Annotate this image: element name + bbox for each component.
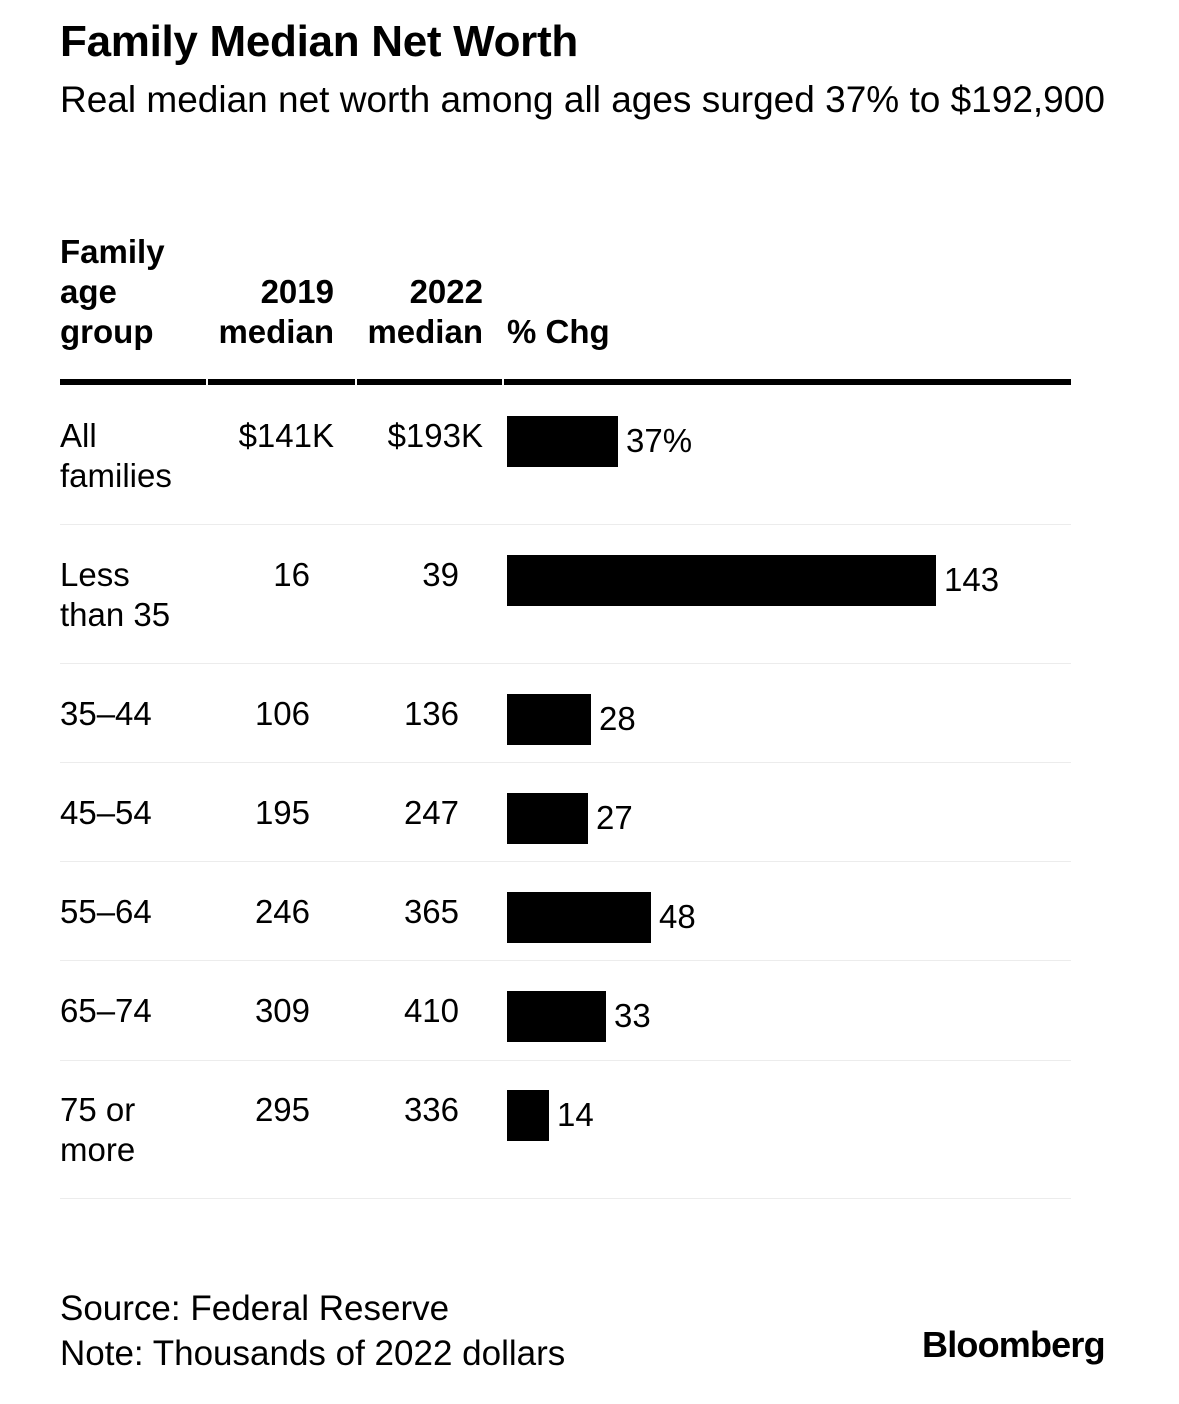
median-2019-value: 106 bbox=[254, 695, 310, 732]
pct-change-bar bbox=[507, 1090, 549, 1141]
row-divider bbox=[60, 861, 1071, 862]
row-divider bbox=[60, 663, 1071, 664]
median-2019-value: 16 bbox=[273, 556, 310, 593]
pct-change-bar bbox=[507, 555, 936, 606]
chart-subtitle: Real median net worth among all ages sur… bbox=[60, 79, 1105, 120]
age-group-label: All families bbox=[60, 417, 172, 494]
age-group-label: Less than 35 bbox=[60, 556, 171, 633]
median-2022-value: $193K bbox=[387, 417, 483, 454]
pct-change-bar bbox=[507, 793, 588, 844]
bloomberg-logo: Bloomberg bbox=[922, 1324, 1106, 1365]
pct-change-label: 14 bbox=[557, 1096, 594, 1133]
age-group-label: 75 or more bbox=[60, 1091, 136, 1168]
median-2019-value: 246 bbox=[254, 893, 310, 930]
pct-change-label: 37% bbox=[626, 422, 693, 459]
median-2019-value: 309 bbox=[254, 992, 310, 1029]
source-note: Source: Federal Reserve bbox=[60, 1289, 450, 1328]
median-2022-value: 410 bbox=[403, 992, 459, 1029]
header-rule bbox=[60, 379, 1071, 385]
pct-change-bar bbox=[507, 991, 606, 1042]
pct-change-bar bbox=[507, 892, 651, 943]
median-2022-value: 39 bbox=[422, 556, 459, 593]
age-group-label: 55–64 bbox=[60, 893, 152, 930]
header-rule-gap bbox=[355, 379, 357, 385]
column-header-age-group: Family age group bbox=[60, 233, 165, 350]
row-divider bbox=[60, 1060, 1071, 1061]
pct-change-bar bbox=[507, 694, 591, 745]
median-2019-value: 295 bbox=[254, 1091, 310, 1128]
median-2019-value: $141K bbox=[238, 417, 334, 454]
age-group-label: 35–44 bbox=[60, 695, 152, 732]
header-rule-gap bbox=[502, 379, 504, 385]
median-2022-value: 247 bbox=[403, 794, 459, 831]
median-2022-value: 136 bbox=[403, 695, 459, 732]
median-2019-value: 195 bbox=[254, 794, 310, 831]
median-2022-value: 336 bbox=[403, 1091, 459, 1128]
pct-change-bar bbox=[507, 416, 618, 467]
row-divider bbox=[60, 960, 1071, 961]
pct-change-label: 28 bbox=[599, 700, 636, 737]
column-header-2022-median: 2022 median bbox=[367, 273, 483, 350]
chart-title: Family Median Net Worth bbox=[60, 17, 578, 66]
row-divider bbox=[60, 524, 1071, 525]
median-2022-value: 365 bbox=[403, 893, 459, 930]
age-group-label: 65–74 bbox=[60, 992, 152, 1029]
units-note: Note: Thousands of 2022 dollars bbox=[60, 1334, 566, 1373]
pct-change-label: 33 bbox=[614, 997, 651, 1034]
header-rule-gap bbox=[206, 379, 208, 385]
column-header-pct-change: % Chg bbox=[507, 313, 610, 350]
column-header-2019-median: 2019 median bbox=[218, 273, 334, 350]
row-divider bbox=[60, 762, 1071, 763]
pct-change-label: 48 bbox=[659, 898, 696, 935]
pct-change-label: 27 bbox=[596, 799, 633, 836]
age-group-label: 45–54 bbox=[60, 794, 152, 831]
pct-change-label: 143 bbox=[944, 561, 1000, 598]
row-divider bbox=[60, 1198, 1071, 1199]
